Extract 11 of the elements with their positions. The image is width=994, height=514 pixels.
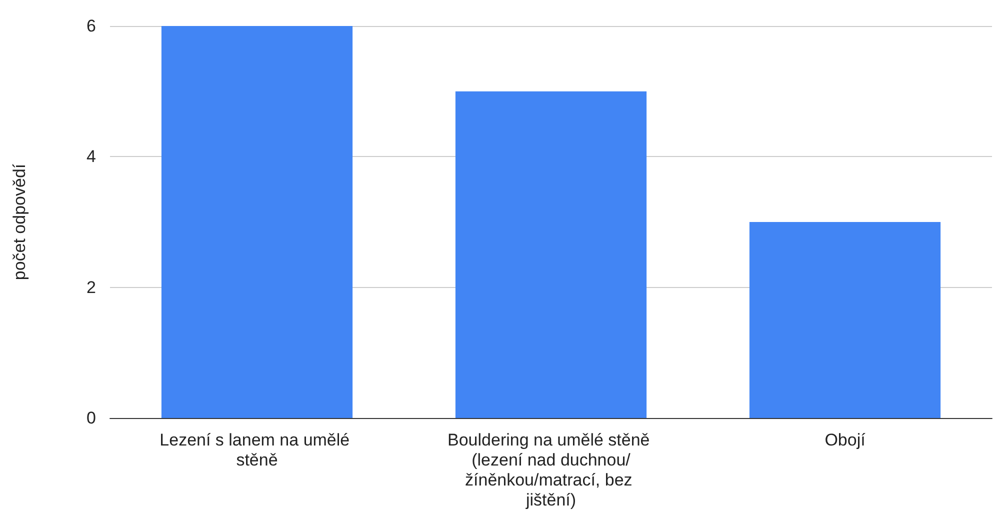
x-tick-label: Lezení s lanem na umělé stěně bbox=[160, 430, 354, 470]
bar bbox=[161, 26, 353, 418]
x-tick-label: Obojí bbox=[824, 430, 866, 450]
bar bbox=[749, 222, 941, 418]
y-tick-label: 4 bbox=[86, 147, 96, 166]
x-tick-label: Bouldering na umělé stěně (lezení nad duchnou/žíněnkou/matrací, bez jištění) bbox=[448, 430, 654, 510]
y-tick-label: 0 bbox=[86, 408, 96, 428]
bar bbox=[455, 91, 647, 418]
y-tick-label: 6 bbox=[86, 16, 96, 36]
y-axis-title: počet odpovědí bbox=[10, 164, 29, 280]
y-tick-label: 2 bbox=[86, 278, 96, 297]
